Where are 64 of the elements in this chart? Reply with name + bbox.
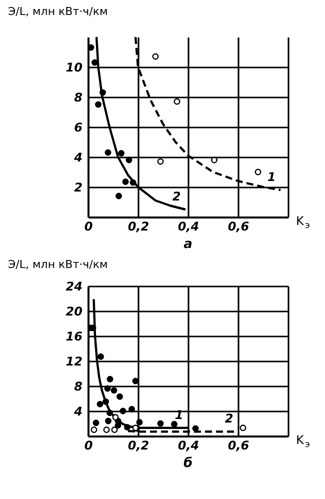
point	[90, 426, 98, 433]
y-tick-label: 4	[73, 150, 82, 164]
y-tick-label: 10	[66, 60, 82, 74]
y-tick-label: 4	[73, 404, 82, 418]
point	[92, 420, 100, 426]
x-tick-label: 0,2	[128, 438, 150, 452]
point	[174, 98, 180, 105]
x-tick-label: 0	[84, 220, 93, 234]
point	[104, 385, 111, 392]
y-axis-title: Э/L, млн кВт·ч/км	[8, 258, 108, 271]
point	[122, 178, 129, 185]
point	[211, 156, 218, 164]
x-tick-label: 0,6	[228, 438, 250, 452]
y-tick-label: 12	[66, 354, 82, 368]
y-tick-label: 2	[74, 180, 82, 194]
series-label: 2	[172, 190, 181, 204]
point	[120, 408, 126, 414]
point	[103, 426, 110, 433]
point	[116, 192, 122, 200]
y-tick-label: 8	[74, 90, 82, 104]
point	[92, 59, 98, 66]
point	[100, 89, 106, 96]
point	[98, 353, 104, 360]
y-tick-label: 24	[66, 280, 82, 294]
x-tick-label: 0	[84, 438, 93, 452]
x-tick-label: 0,2	[128, 220, 150, 234]
series-label: 2	[224, 412, 234, 426]
y-tick-label: 20	[66, 304, 82, 318]
y-tick-label: 6	[74, 120, 82, 134]
point	[114, 422, 122, 429]
point	[104, 149, 112, 156]
point	[105, 418, 112, 424]
point	[171, 420, 178, 428]
point	[112, 414, 119, 420]
text: б	[183, 456, 193, 471]
point	[110, 387, 118, 394]
point	[152, 53, 159, 60]
point	[254, 168, 262, 176]
point	[124, 424, 130, 430]
y-tick-label: 16	[66, 330, 82, 344]
point	[118, 150, 124, 156]
x-tick-label: 0,6	[228, 220, 250, 234]
point	[106, 376, 114, 382]
point	[136, 419, 143, 426]
point	[157, 158, 164, 165]
y-tick-label: 8	[74, 380, 82, 394]
series-label: 1	[267, 170, 276, 184]
text: а	[184, 237, 192, 252]
point	[240, 424, 246, 432]
point	[111, 426, 118, 433]
x-tick-label: 0,4	[178, 438, 200, 452]
y-axis-title: Э/L, млн кВт·ч/км	[8, 5, 108, 18]
x-tick-label: 0,4	[178, 220, 200, 234]
point	[130, 179, 136, 186]
point	[128, 406, 135, 412]
point	[192, 425, 199, 432]
point	[95, 101, 102, 108]
point	[132, 378, 139, 384]
point	[106, 410, 113, 416]
point	[102, 398, 109, 405]
point	[126, 156, 132, 164]
point	[157, 420, 164, 427]
point	[96, 400, 104, 408]
point	[116, 393, 123, 400]
